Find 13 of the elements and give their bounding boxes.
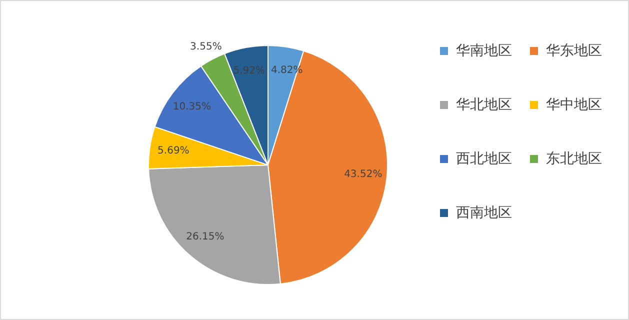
legend-label: 华北地区 xyxy=(456,96,512,114)
legend-label: 华中地区 xyxy=(546,96,602,114)
data-label: 26.15% xyxy=(186,232,224,243)
legend-label: 华南地区 xyxy=(456,42,512,60)
legend-label: 西北地区 xyxy=(456,150,512,168)
data-label: 10.35% xyxy=(172,102,211,113)
legend-label: 西南地区 xyxy=(456,204,512,222)
data-label: 5.92% xyxy=(233,66,265,77)
data-label: 43.52% xyxy=(344,169,382,180)
data-label: 5.69% xyxy=(158,146,190,157)
data-label: 3.55% xyxy=(190,41,222,52)
legend-label: 东北地区 xyxy=(546,150,602,168)
legend-label: 华东地区 xyxy=(546,42,602,60)
